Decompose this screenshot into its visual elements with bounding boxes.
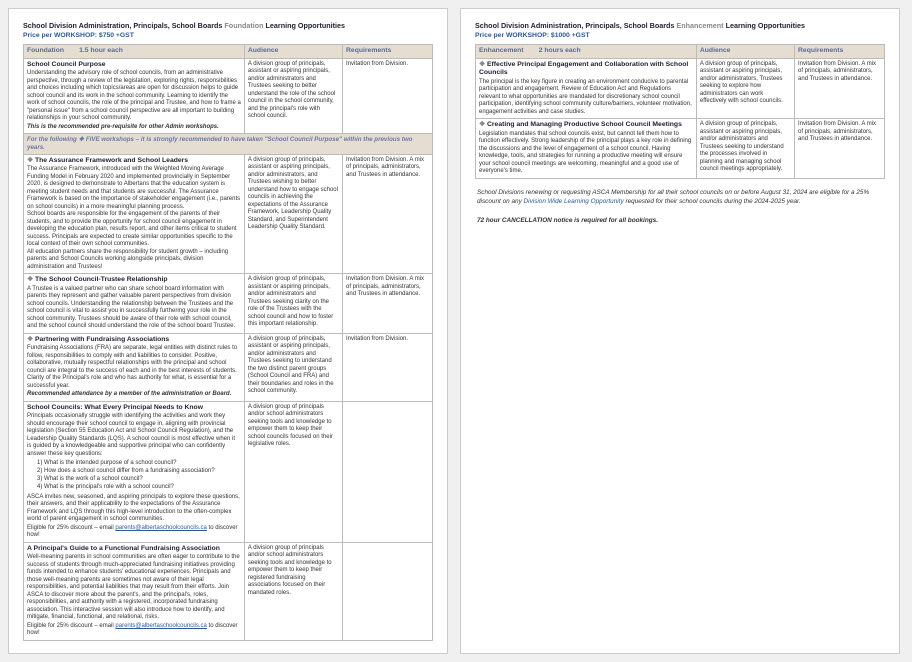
cell-audience: A division group of principals, assistan… xyxy=(244,58,342,133)
cell-req xyxy=(343,401,433,542)
title-pre: School Division Administration, Principa… xyxy=(23,21,222,30)
title-gray: Enhancement xyxy=(676,21,723,30)
cell-req: Invitation from Division. A mix of princ… xyxy=(343,274,433,333)
title-pre: School Division Administration, Principa… xyxy=(475,21,674,30)
title-post: Learning Opportunities xyxy=(726,21,805,30)
page-title-right: School Division Administration, Principa… xyxy=(475,21,885,30)
table-row: The Assurance Framework and School Leade… xyxy=(24,154,433,273)
cancellation-note: 72 hour CANCELLATION notice is required … xyxy=(477,217,883,226)
cell-req: Invitation from Division. xyxy=(343,333,433,401)
cell-desc: A Principal's Guide to a Functional Fund… xyxy=(24,542,245,640)
cell-audience: A division group of principals, assistan… xyxy=(696,119,794,178)
th-enhancement: Enhancement 2 hours each xyxy=(476,45,697,58)
enhancement-table: Enhancement 2 hours each Audience Requir… xyxy=(475,44,885,178)
cell-req: Invitation from Division. A mix of princ… xyxy=(795,119,885,178)
table-row: Effective Principal Engagement and Colla… xyxy=(476,58,885,118)
cell-desc: School Councils: What Every Principal Ne… xyxy=(24,401,245,542)
page-left: School Division Administration, Principa… xyxy=(8,8,448,654)
cell-audience: A division group of principals, assistan… xyxy=(244,333,342,401)
th-foundation: Foundation 1.5 hour each xyxy=(24,45,245,58)
title-gray: Foundation xyxy=(224,21,263,30)
table-row: The School Council-Trustee Relationship … xyxy=(24,274,433,333)
row-title: The Assurance Framework and School Leade… xyxy=(27,157,241,165)
cell-audience: A division group of principals, assistan… xyxy=(244,154,342,273)
division-wide-link[interactable]: Division Wide Learning Opportunity xyxy=(524,198,624,205)
cell-desc: School Council Purpose Understanding the… xyxy=(24,58,245,133)
table-row: Creating and Managing Productive School … xyxy=(476,119,885,178)
table-header-row: Foundation 1.5 hour each Audience Requir… xyxy=(24,45,433,58)
title-post: Learning Opportunities xyxy=(266,21,345,30)
cell-desc: The Assurance Framework and School Leade… xyxy=(24,154,245,273)
row-title: School Council Purpose xyxy=(27,61,241,69)
row-title: A Principal's Guide to a Functional Fund… xyxy=(27,545,241,553)
price-left: Price per WORKSHOP: $750 +GST xyxy=(23,32,433,40)
row-title: School Councils: What Every Principal Ne… xyxy=(27,404,241,412)
table-header-row: Enhancement 2 hours each Audience Requir… xyxy=(476,45,885,58)
email-link[interactable]: parents@albertaschoolcouncils.ca xyxy=(115,525,206,531)
foundation-table: Foundation 1.5 hour each Audience Requir… xyxy=(23,44,433,640)
cell-audience: A division group of principals and/or sc… xyxy=(244,401,342,542)
cell-audience: A division group of principals, assistan… xyxy=(244,274,342,333)
cell-desc: Effective Principal Engagement and Colla… xyxy=(476,58,697,118)
row-title: Creating and Managing Productive School … xyxy=(479,121,693,129)
cell-req: Invitation from Division. A mix of princ… xyxy=(343,154,433,273)
cell-audience: A division group of principals, assistan… xyxy=(696,58,794,118)
discount-line: Eligible for 25% discount – email parent… xyxy=(27,623,241,638)
cell-audience: A division group of principals and/or sc… xyxy=(244,542,342,640)
row-title: Partnering with Fundraising Associations xyxy=(27,336,241,344)
cell-req xyxy=(343,542,433,640)
membership-discount-note: School Divisions renewing or requesting … xyxy=(477,189,883,207)
page-right: School Division Administration, Principa… xyxy=(460,8,900,654)
discount-line: Eligible for 25% discount – email parent… xyxy=(27,525,241,540)
question-list: 1) What is the intended purpose of a sch… xyxy=(37,460,241,492)
page-title-left: School Division Administration, Principa… xyxy=(23,21,433,30)
spanner-row: For the following ❖ FIVE workshops – it … xyxy=(24,134,433,155)
spanner-text: For the following ❖ FIVE workshops – it … xyxy=(24,134,433,155)
th-requirements: Requirements xyxy=(343,45,433,58)
email-link[interactable]: parents@albertaschoolcouncils.ca xyxy=(115,623,206,629)
cell-desc: The School Council-Trustee Relationship … xyxy=(24,274,245,333)
price-right: Price per WORKSHOP: $1000 +GST xyxy=(475,32,885,40)
cell-req: Invitation from Division. xyxy=(343,58,433,133)
th-audience: Audience xyxy=(696,45,794,58)
row-title: Effective Principal Engagement and Colla… xyxy=(479,61,693,78)
cell-req: Invitation from Division. A mix of princ… xyxy=(795,58,885,118)
th-requirements: Requirements xyxy=(795,45,885,58)
table-row: Partnering with Fundraising Associations… xyxy=(24,333,433,401)
row-title: The School Council-Trustee Relationship xyxy=(27,276,241,284)
cell-desc: Creating and Managing Productive School … xyxy=(476,119,697,178)
cell-desc: Partnering with Fundraising Associations… xyxy=(24,333,245,401)
table-row: A Principal's Guide to a Functional Fund… xyxy=(24,542,433,640)
table-row: School Councils: What Every Principal Ne… xyxy=(24,401,433,542)
table-row: School Council Purpose Understanding the… xyxy=(24,58,433,133)
th-audience: Audience xyxy=(244,45,342,58)
